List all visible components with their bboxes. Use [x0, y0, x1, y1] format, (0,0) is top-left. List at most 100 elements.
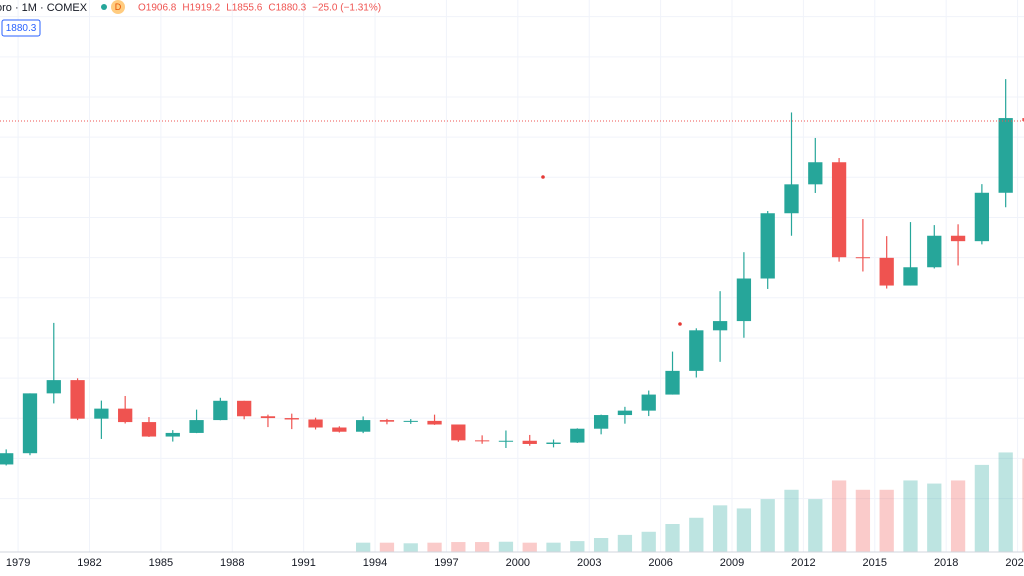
legend-value: C1880.3: [268, 3, 306, 14]
candle-body: [403, 420, 418, 422]
price-box[interactable]: [1, 19, 41, 37]
candle-body: [308, 419, 323, 428]
candle-body: [712, 321, 728, 331]
marker: [678, 322, 682, 326]
candle-body: [189, 420, 204, 433]
legend-value: L1855.6: [226, 3, 263, 14]
candle-body: [546, 442, 561, 444]
candle-body: [0, 453, 14, 465]
volume-bar: [665, 524, 680, 552]
candle-body: [165, 432, 180, 437]
candle-body: [70, 380, 85, 419]
volume-bar: [356, 542, 371, 552]
x-tick-label: 1994: [363, 557, 387, 569]
candle-body: [94, 408, 109, 419]
volume-bar: [974, 464, 990, 552]
candle-body: [356, 420, 371, 432]
volume-bar: [641, 531, 656, 552]
status-dot: [101, 4, 107, 10]
symbol-title: oro · 1M · COMEX: [0, 2, 88, 14]
volume-bar: [1022, 458, 1024, 552]
volume-bar: [736, 508, 752, 552]
x-tick-label: 1982: [77, 557, 101, 569]
volume-bar: [950, 480, 966, 552]
candle-body: [213, 400, 228, 421]
candle-body: [760, 213, 775, 279]
legend-value: H1919.2: [182, 3, 220, 14]
candle-body: [927, 235, 942, 268]
x-tick-label: 2015: [863, 557, 887, 569]
volume-bar: [855, 489, 871, 552]
volume-bar: [689, 517, 704, 552]
x-tick-label: 1979: [6, 557, 30, 569]
candle-body: [736, 278, 752, 322]
legend-value: O1906.8: [138, 3, 177, 14]
candle-body: [593, 415, 609, 429]
candle-body: [46, 380, 61, 394]
x-tick-label: 2006: [648, 557, 672, 569]
volume-bar: [998, 452, 1013, 552]
x-tick-label: 1997: [434, 557, 458, 569]
x-tick-label: 1988: [220, 557, 244, 569]
x-tick-label: 2018: [934, 557, 958, 569]
volume-bar: [379, 542, 395, 552]
candle-body: [855, 257, 871, 259]
candle-body: [522, 440, 537, 444]
candle-body: [498, 440, 514, 442]
volume-bar: [784, 489, 799, 552]
volume-bar: [451, 542, 466, 552]
candle-body: [617, 410, 633, 416]
candle-body: [998, 118, 1013, 193]
volume-bar: [522, 542, 537, 552]
volume-bar: [879, 489, 894, 552]
volume-bar: [546, 542, 561, 552]
candle-body: [641, 394, 656, 411]
candle-body: [332, 427, 347, 432]
x-tick-label: 1991: [291, 557, 315, 569]
volume-bar: [808, 499, 823, 552]
marker: [541, 175, 545, 179]
volume-bar: [403, 543, 418, 552]
candle-body: [22, 393, 38, 454]
candle-body: [451, 424, 466, 441]
volume-bar: [903, 480, 918, 552]
candle-body: [950, 235, 966, 242]
volume-bar: [498, 541, 514, 552]
price-label: 1880.3: [6, 23, 37, 34]
volume-bar: [427, 542, 442, 552]
volume-bar: [617, 534, 633, 552]
badge[interactable]: [111, 0, 125, 14]
candle-body: [879, 257, 894, 286]
volume-bar: [760, 499, 775, 552]
grid: [0, 0, 1024, 552]
ohlc-legend: O1906.8 H1919.2 L1855.6 C1880.3 −25.0 (−1.31…: [138, 3, 381, 14]
volume-bar: [593, 538, 609, 552]
x-tick-label: 2003: [577, 557, 601, 569]
volume-bar: [927, 483, 942, 552]
volume-pane: [356, 452, 1024, 552]
candle-body: [831, 162, 847, 258]
candle-body: [974, 192, 990, 242]
x-tick-label: 1985: [149, 557, 173, 569]
candle-body: [260, 416, 276, 419]
volume-bar: [570, 541, 585, 552]
candle-body: [570, 428, 585, 443]
candle-body: [474, 440, 490, 442]
volume-bar: [831, 480, 847, 552]
candle-body: [427, 420, 442, 425]
x-tick-label: 2012: [791, 557, 815, 569]
x-tick-label: 2000: [506, 557, 530, 569]
candle-body: [903, 267, 918, 286]
volume-bar: [712, 505, 728, 552]
volume-bar: [474, 542, 490, 552]
candle-body: [808, 162, 823, 185]
candle-body: [689, 330, 704, 371]
x-tick-label: 2021: [1005, 557, 1024, 569]
candle-body: [665, 370, 680, 395]
x-tick-label: 2009: [720, 557, 744, 569]
legend-value: −25.0 (−1.31%): [312, 3, 381, 14]
candle-body: [379, 420, 395, 422]
candle-body: [1022, 118, 1024, 122]
